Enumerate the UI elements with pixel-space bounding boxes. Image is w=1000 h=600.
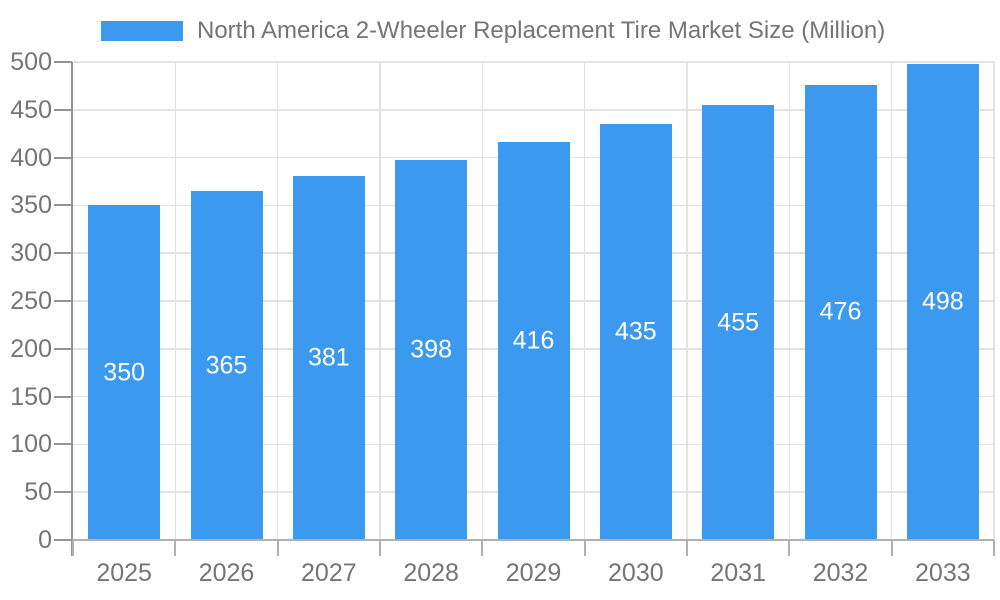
legend-swatch-icon [101, 21, 183, 41]
y-axis-tick-label: 200 [10, 334, 52, 363]
y-axis-tick [54, 395, 72, 398]
y-axis-tick [54, 491, 72, 494]
bar [599, 124, 672, 540]
x-axis-tick-label: 2033 [915, 559, 971, 587]
bar [88, 205, 161, 540]
bar [395, 159, 468, 540]
x-axis-tick [481, 540, 484, 556]
x-axis-tick [174, 540, 177, 556]
gridline-v [993, 62, 995, 540]
y-axis-tick [54, 108, 72, 111]
y-axis-tick [54, 204, 72, 207]
x-axis-tick-label: 2027 [301, 559, 357, 587]
bar [497, 142, 570, 540]
y-axis-tick-label: 300 [10, 239, 52, 268]
y-axis-tick-label: 100 [10, 430, 52, 459]
y-axis-tick-label: 500 [10, 48, 52, 76]
gridline-v [481, 62, 484, 540]
gridline-v [276, 62, 279, 540]
bar [190, 191, 263, 540]
bar-value-label: 416 [512, 326, 555, 355]
chart-legend[interactable]: North America 2-Wheeler Replacement Tire… [101, 17, 885, 45]
x-axis-tick-label: 2032 [812, 559, 869, 587]
x-axis-tick [788, 540, 791, 556]
gridline-v [174, 62, 177, 540]
x-axis-tick-label: 2031 [710, 559, 766, 587]
bar [906, 63, 979, 540]
y-axis-tick [54, 156, 72, 159]
y-axis-tick-label: 150 [10, 382, 52, 411]
bar-value-label: 476 [819, 297, 862, 326]
bar [292, 175, 365, 540]
y-axis-tick [54, 347, 72, 350]
y-axis-line [71, 62, 73, 556]
y-axis-tick-label: 450 [10, 95, 52, 124]
gridline-v [379, 62, 381, 540]
x-axis-tick-label: 2026 [198, 559, 255, 587]
x-axis-tick-label: 2028 [403, 559, 459, 587]
y-axis-tick [54, 300, 72, 302]
x-axis-tick [890, 540, 893, 556]
x-axis-tick-label: 2029 [505, 559, 562, 587]
bar [804, 84, 877, 540]
bar [702, 105, 775, 540]
bar-value-label: 398 [410, 335, 453, 364]
bar-value-label: 350 [103, 358, 146, 387]
plot-area: 350 365 381 398 416 435 455 476 498 [73, 61, 995, 540]
gridline-v [788, 62, 791, 540]
x-axis-line [73, 539, 994, 541]
bar-value-label: 455 [717, 308, 760, 336]
x-axis-tick [686, 540, 688, 556]
y-axis-tick [54, 539, 72, 541]
bar-value-label: 365 [205, 351, 248, 380]
bar-value-label: 498 [921, 287, 964, 316]
y-axis-tick-label: 250 [10, 287, 52, 315]
x-axis-tick-label: 2030 [608, 559, 664, 587]
x-axis-tick [583, 540, 586, 556]
gridline-h [73, 61, 994, 63]
y-axis-tick [54, 252, 72, 255]
gridline-h [73, 109, 994, 111]
y-axis-tick-label: 400 [10, 143, 52, 172]
bar-value-label: 435 [614, 317, 657, 346]
y-axis-tick [54, 61, 72, 63]
x-axis-tick [72, 540, 74, 556]
x-axis-tick [276, 540, 279, 556]
bar-value-label: 381 [307, 343, 350, 372]
legend-label: North America 2-Wheeler Replacement Tire… [197, 17, 886, 44]
x-axis-tick-label: 2025 [96, 559, 152, 587]
gridline-v [890, 62, 893, 540]
x-axis-tick [379, 540, 381, 556]
x-axis-tick [993, 540, 995, 556]
y-axis-tick [54, 443, 72, 446]
y-axis-tick-label: 0 [38, 526, 52, 554]
y-axis-tick-label: 50 [24, 478, 52, 507]
gridline-v [583, 62, 586, 540]
y-axis-tick-label: 350 [10, 191, 52, 220]
gridline-v [686, 62, 688, 540]
